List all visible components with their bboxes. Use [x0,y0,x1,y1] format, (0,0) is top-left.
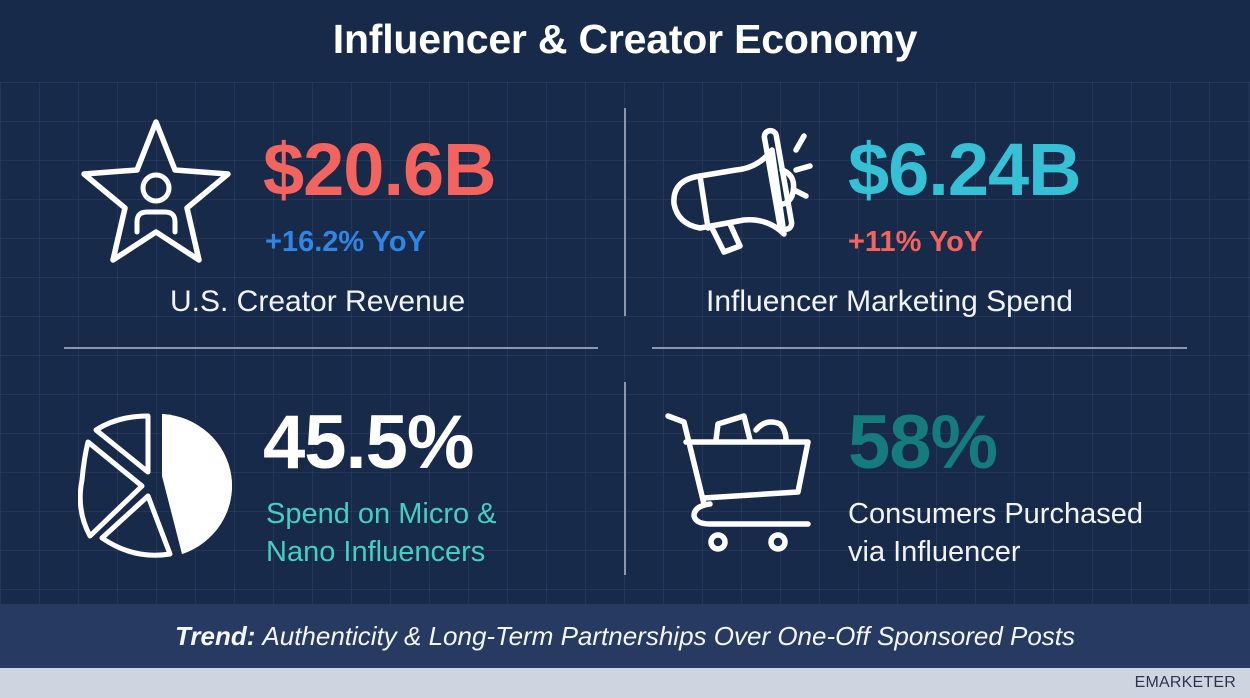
divider-horizontal-right [652,347,1187,349]
stat-label: Consumers Purchased via Influencer [848,495,1143,571]
megaphone-icon [664,124,824,256]
page-title: Influencer & Creator Economy [332,16,918,62]
trend-prefix: Trend: [174,620,256,651]
stat-label-line1: Spend on Micro & [266,498,497,530]
brand-logo: EMARKETER [1134,674,1236,691]
stat-change: +11% YoY [848,226,984,258]
stat-change: +16.2% YoY [265,226,426,258]
stat-value: 45.5% [263,400,474,485]
shopping-cart-icon [664,412,814,554]
star-person-icon [78,118,234,266]
stat-label-line1: Consumers Purchased [848,498,1143,530]
footer: EMARKETER [0,668,1250,698]
trend-text: Authenticity & Long-Term Partnerships Ov… [262,620,1076,651]
pie-chart-icon [78,410,238,560]
stat-label: Influencer Marketing Spend [706,285,1073,318]
stat-value: $6.24B [848,128,1082,211]
stat-value: 58% [848,400,998,485]
stat-value: $20.6B [263,128,497,211]
divider-vertical-bottom [624,382,626,575]
divider-horizontal-left [64,347,598,349]
trend-banner: Trend: Authenticity & Long-Term Partners… [0,604,1250,668]
stat-label-line2: via Influencer [848,536,1021,568]
stat-label-line2: Nano Influencers [266,536,486,568]
stat-label: Spend on Micro & Nano Influencers [266,495,497,571]
divider-vertical-top [624,108,626,316]
stat-label: U.S. Creator Revenue [170,285,466,318]
